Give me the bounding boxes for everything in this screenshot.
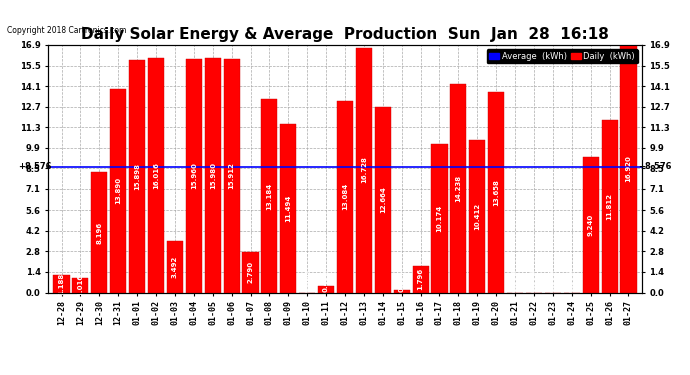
- Text: 1.796: 1.796: [417, 268, 424, 290]
- Bar: [242, 252, 259, 292]
- Text: 10.174: 10.174: [437, 204, 442, 232]
- Text: +8.576: +8.576: [638, 162, 671, 171]
- Text: 15.960: 15.960: [191, 162, 197, 189]
- Bar: [318, 286, 334, 292]
- Text: 13.890: 13.890: [115, 177, 121, 204]
- Text: 15.912: 15.912: [228, 162, 235, 189]
- Bar: [54, 275, 70, 292]
- Text: 0.450: 0.450: [323, 270, 329, 292]
- Text: 16.920: 16.920: [625, 155, 631, 182]
- Text: 9.240: 9.240: [588, 214, 593, 236]
- Bar: [72, 278, 88, 292]
- Text: 11.494: 11.494: [285, 195, 291, 222]
- Bar: [91, 172, 108, 292]
- Text: 0.154: 0.154: [399, 270, 405, 292]
- Text: 13.084: 13.084: [342, 183, 348, 210]
- Bar: [280, 124, 296, 292]
- Text: 1.016: 1.016: [77, 274, 83, 296]
- Bar: [375, 107, 391, 292]
- Text: 14.238: 14.238: [455, 175, 462, 202]
- Bar: [148, 58, 164, 292]
- Text: 0.000: 0.000: [550, 270, 556, 292]
- Text: 1.188: 1.188: [59, 273, 65, 295]
- Text: 16.728: 16.728: [361, 157, 367, 183]
- Text: 15.898: 15.898: [134, 163, 140, 190]
- Text: Copyright 2018 Cartronics.com: Copyright 2018 Cartronics.com: [7, 26, 126, 35]
- Text: 10.412: 10.412: [474, 203, 480, 230]
- Bar: [602, 120, 618, 292]
- Bar: [488, 93, 504, 292]
- Bar: [394, 290, 410, 292]
- Text: 0.000: 0.000: [512, 270, 518, 292]
- Legend: Average  (kWh), Daily  (kWh): Average (kWh), Daily (kWh): [486, 49, 638, 63]
- Bar: [186, 59, 202, 292]
- Text: 16.016: 16.016: [153, 162, 159, 189]
- Bar: [167, 242, 183, 292]
- Bar: [413, 266, 428, 292]
- Bar: [224, 60, 239, 292]
- Bar: [431, 144, 448, 292]
- Text: 0.000: 0.000: [304, 270, 310, 292]
- Bar: [262, 99, 277, 292]
- Text: 13.184: 13.184: [266, 182, 273, 210]
- Bar: [110, 89, 126, 292]
- Bar: [451, 84, 466, 292]
- Bar: [620, 45, 636, 292]
- Text: 15.980: 15.980: [210, 162, 216, 189]
- Title: Daily Solar Energy & Average  Production  Sun  Jan  28  16:18: Daily Solar Energy & Average Production …: [81, 27, 609, 42]
- Text: 3.492: 3.492: [172, 256, 178, 278]
- Text: 8.196: 8.196: [97, 221, 102, 243]
- Bar: [337, 101, 353, 292]
- Text: 2.790: 2.790: [248, 261, 253, 283]
- Text: 12.664: 12.664: [380, 186, 386, 213]
- Text: +8.576: +8.576: [19, 162, 52, 171]
- Bar: [582, 157, 599, 292]
- Text: 0.000: 0.000: [569, 270, 575, 292]
- Bar: [356, 48, 372, 292]
- Bar: [205, 58, 221, 292]
- Text: 0.000: 0.000: [531, 270, 537, 292]
- Text: 11.812: 11.812: [607, 192, 613, 219]
- Bar: [129, 60, 145, 292]
- Bar: [469, 140, 485, 292]
- Text: 13.658: 13.658: [493, 179, 499, 206]
